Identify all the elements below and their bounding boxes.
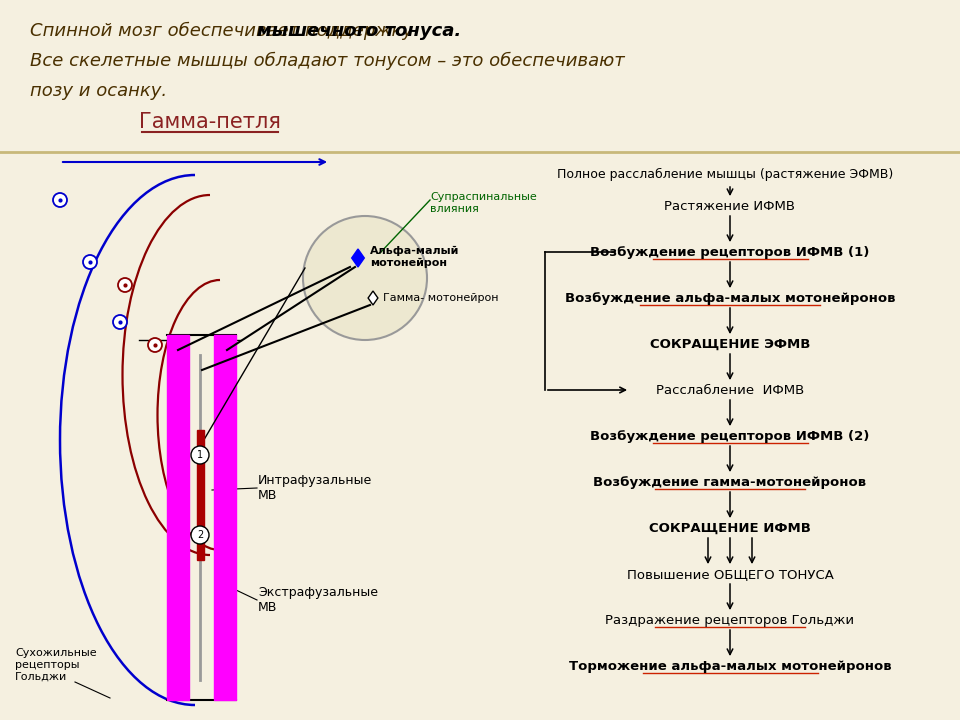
Text: Сухожильные
рецепторы
Гольджи: Сухожильные рецепторы Гольджи	[15, 648, 97, 681]
Text: Гамма-петля: Гамма-петля	[139, 112, 281, 132]
Circle shape	[118, 278, 132, 292]
Text: Экстрафузальные
МВ: Экстрафузальные МВ	[258, 586, 378, 614]
Text: позу и осанку.: позу и осанку.	[30, 82, 167, 100]
Text: 2: 2	[197, 530, 204, 540]
Circle shape	[191, 526, 209, 544]
Bar	[214, 335, 236, 700]
Text: СОКРАЩЕНИЕ ЭФМВ: СОКРАЩЕНИЕ ЭФМВ	[650, 338, 810, 351]
Polygon shape	[368, 291, 378, 305]
Text: Возбуждение рецепторов ИФМВ (1): Возбуждение рецепторов ИФМВ (1)	[590, 246, 870, 259]
Circle shape	[113, 315, 127, 329]
Circle shape	[83, 255, 97, 269]
Circle shape	[191, 446, 209, 464]
Bar	[197, 430, 204, 560]
Text: Все скелетные мышцы обладают тонусом – это обеспечивают: Все скелетные мышцы обладают тонусом – э…	[30, 52, 625, 71]
Text: Интрафузальные
МВ: Интрафузальные МВ	[258, 474, 372, 502]
Text: Раздражение рецепторов Гольджи: Раздражение рецепторов Гольджи	[606, 614, 854, 627]
Text: Расслабление  ИФМВ: Расслабление ИФМВ	[656, 384, 804, 397]
Text: Возбуждение рецепторов ИФМВ (2): Возбуждение рецепторов ИФМВ (2)	[590, 430, 870, 443]
Text: Торможение альфа-малых мотонейронов: Торможение альфа-малых мотонейронов	[568, 660, 891, 673]
Text: мышечного тонуса.: мышечного тонуса.	[256, 22, 461, 40]
Text: Альфа-малый
мотонейрон: Альфа-малый мотонейрон	[370, 246, 460, 268]
Text: Супраспинальные
влияния: Супраспинальные влияния	[430, 192, 537, 214]
Circle shape	[53, 193, 67, 207]
Text: Повышение ОБЩЕГО ТОНУСА: Повышение ОБЩЕГО ТОНУСА	[627, 568, 833, 581]
Circle shape	[303, 216, 427, 340]
Text: Возбуждение альфа-малых мотонейронов: Возбуждение альфа-малых мотонейронов	[564, 292, 896, 305]
Text: Полное расслабление мышцы (растяжение ЭФМВ): Полное расслабление мышцы (растяжение ЭФ…	[557, 168, 893, 181]
Text: СОКРАЩЕНИЕ ИФМВ: СОКРАЩЕНИЕ ИФМВ	[649, 522, 811, 535]
Text: Гамма- мотонейрон: Гамма- мотонейрон	[383, 293, 498, 303]
Circle shape	[148, 338, 162, 352]
Text: 1: 1	[197, 450, 204, 460]
Polygon shape	[351, 249, 364, 267]
Text: Спинной мозг обеспечивает поддержку: Спинной мозг обеспечивает поддержку	[30, 22, 419, 40]
Text: Растяжение ИФМВ: Растяжение ИФМВ	[664, 200, 796, 213]
Text: Возбуждение гамма-мотонейронов: Возбуждение гамма-мотонейронов	[593, 476, 867, 489]
Bar	[167, 335, 189, 700]
